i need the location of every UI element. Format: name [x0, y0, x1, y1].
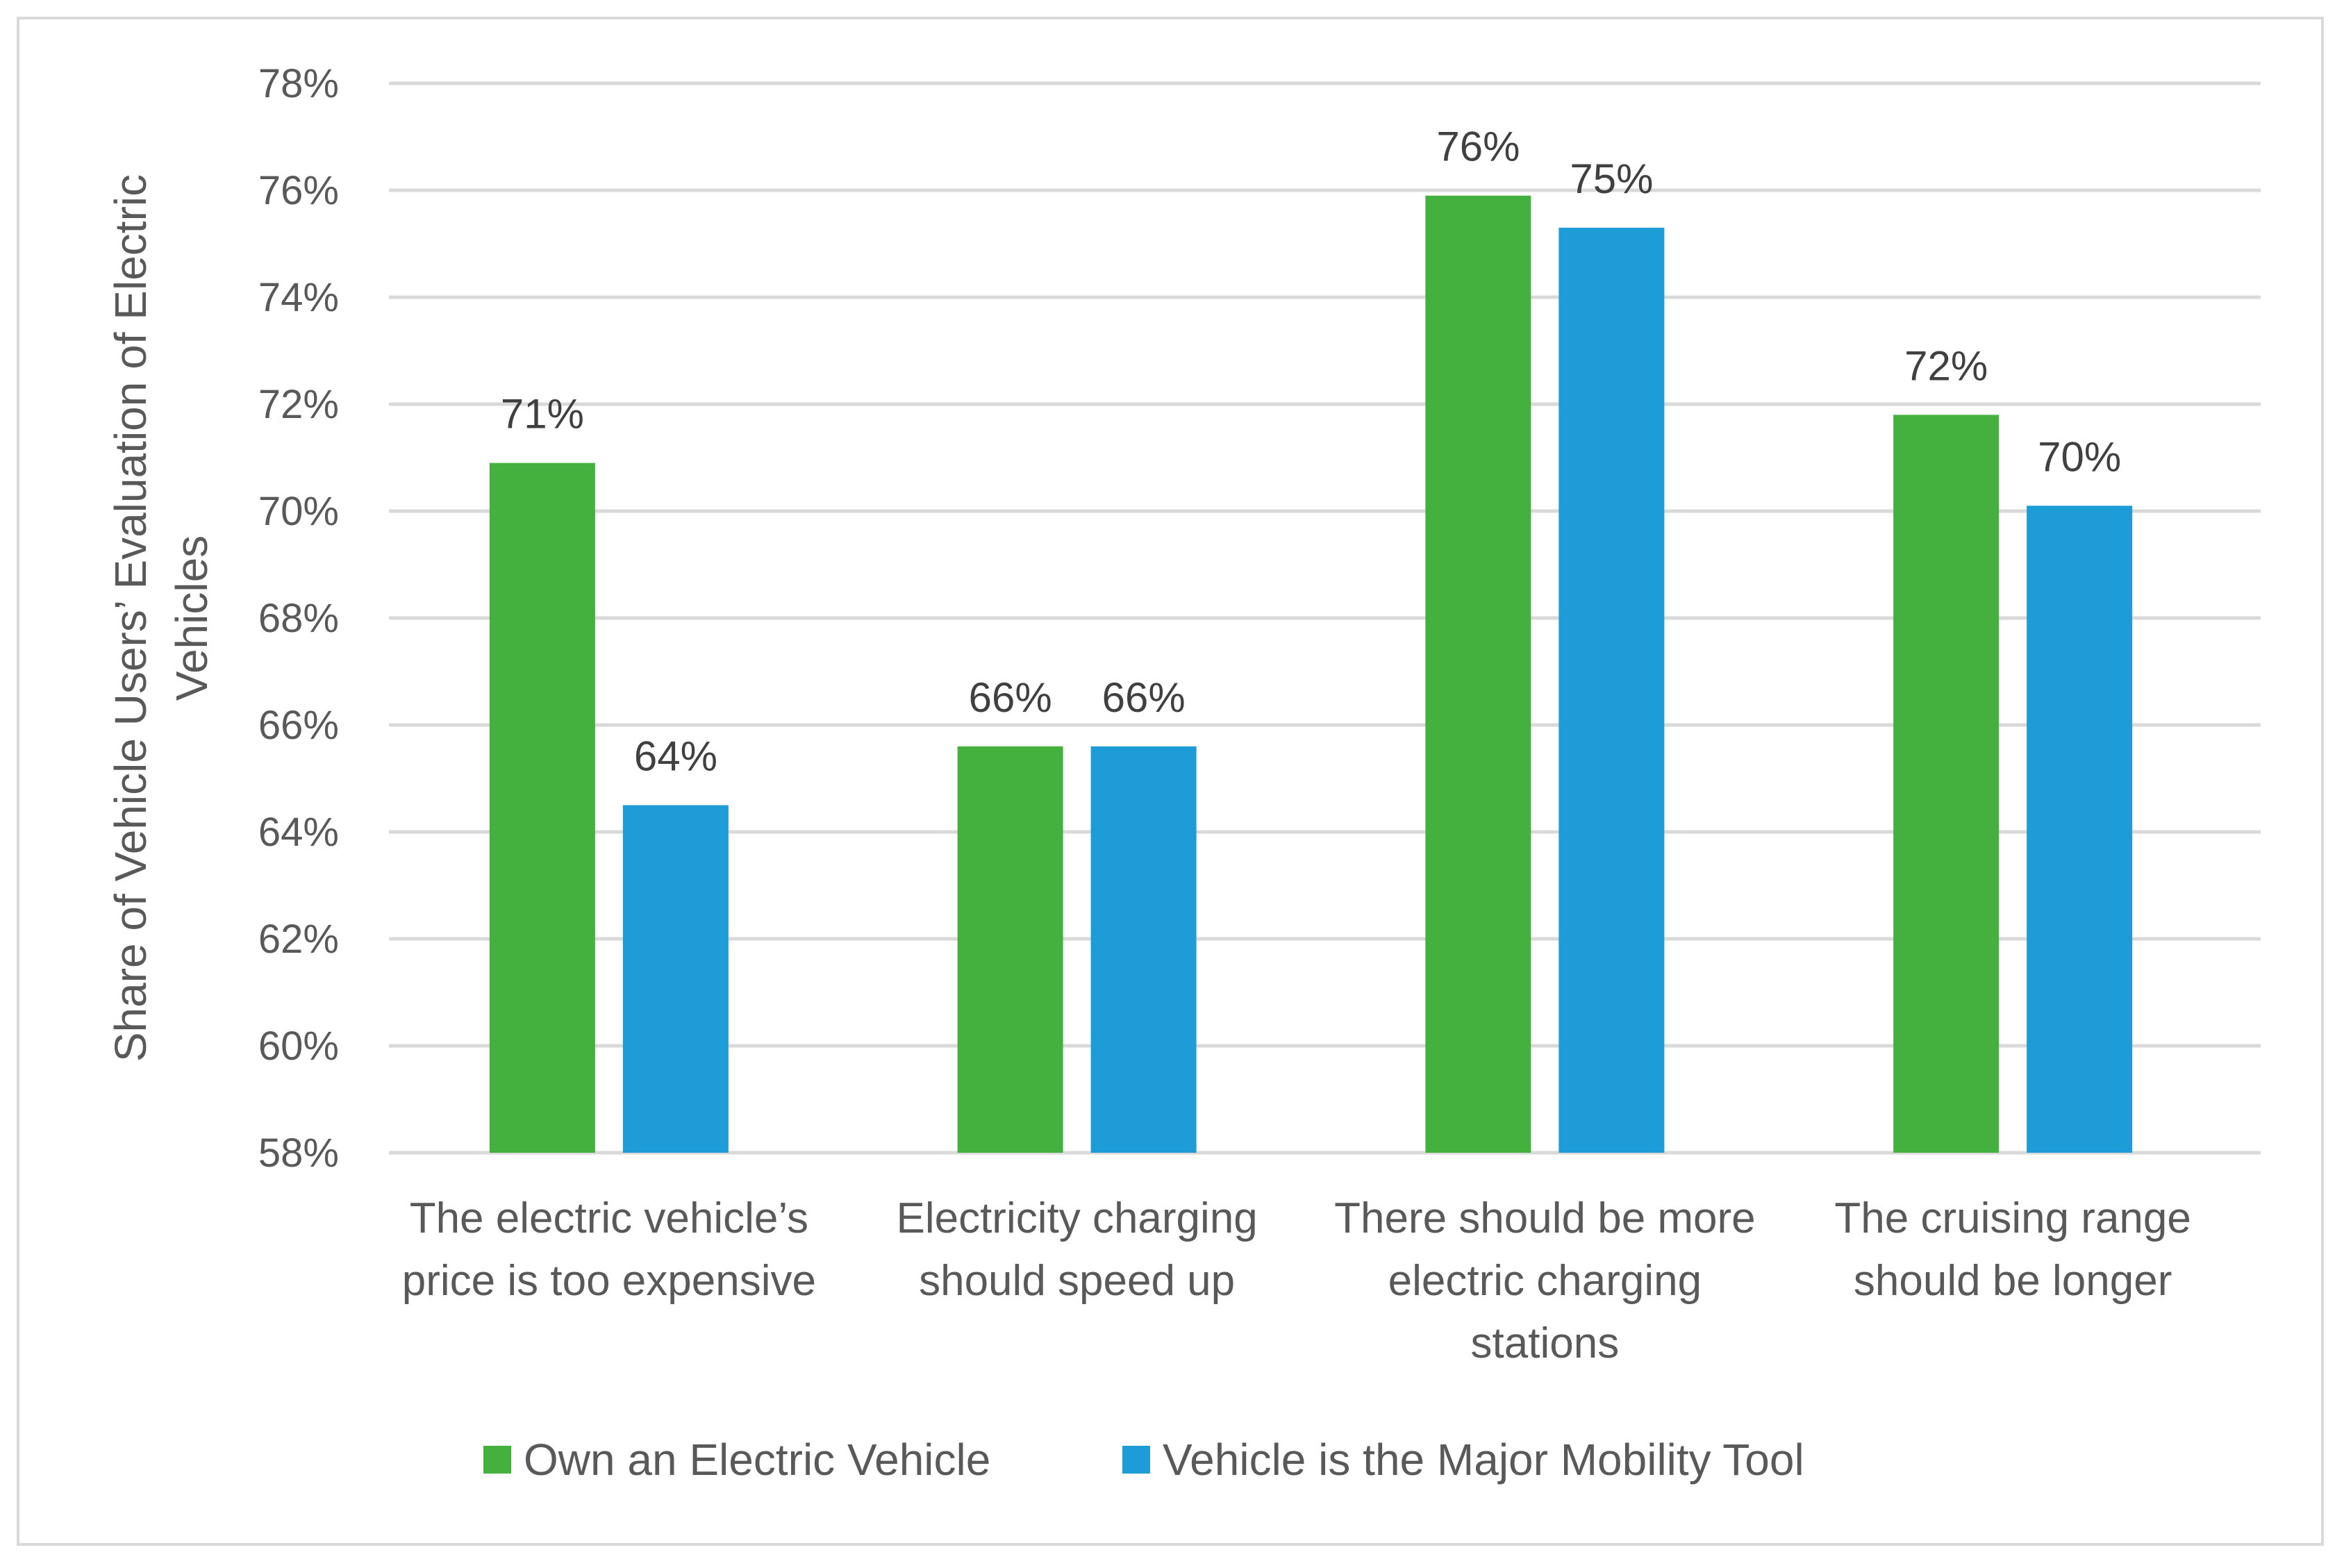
legend-swatch-major-tool: [1122, 1446, 1150, 1474]
data-label-major-tool-2: 75%: [1570, 156, 1653, 202]
data-labels: 71% 64% 66% 66% 76% 75% 72% 70%: [501, 124, 2121, 780]
y-tick-label-68: 68%: [258, 596, 339, 641]
data-label-major-tool-0: 64%: [634, 733, 717, 780]
y-tick-label-72: 72%: [258, 382, 339, 427]
bars: [489, 195, 2133, 1153]
y-tick-label-66: 66%: [258, 703, 339, 748]
bar-own-ev-2: [1425, 195, 1531, 1153]
data-label-major-tool-3: 70%: [2038, 433, 2121, 480]
legend: Own an Electric Vehicle Vehicle is the Ma…: [483, 1435, 1804, 1485]
data-label-own-ev-3: 72%: [1904, 342, 1988, 389]
y-axis-title: Share of Vehicle Users’ Evaluation of El…: [106, 174, 217, 1062]
y-tick-label-62: 62%: [258, 917, 339, 962]
legend-label-major-tool: Vehicle is the Major Mobility Tool: [1163, 1435, 1804, 1485]
data-label-own-ev-0: 71%: [501, 391, 584, 437]
bar-major-tool-2: [1558, 227, 1665, 1153]
bar-major-tool-3: [2027, 506, 2133, 1153]
bar-own-ev-0: [489, 462, 595, 1153]
bar-major-tool-0: [622, 805, 729, 1153]
legend-label-own-ev: Own an Electric Vehicle: [524, 1435, 990, 1485]
bar-own-ev-3: [1893, 415, 2000, 1153]
category-label-2: There should be more electric charging sta…: [1334, 1194, 1756, 1367]
y-tick-label-74: 74%: [258, 275, 339, 320]
y-tick-label-76: 76%: [258, 168, 339, 213]
y-axis-ticks: 58% 60% 62% 64% 66% 68% 70% 72% 74% 76% 78%: [258, 61, 339, 1176]
y-tick-label-78: 78%: [258, 61, 339, 106]
category-label-3: The cruising range should be longer: [1834, 1194, 2191, 1305]
x-axis-categories: The electric vehicle’s price is too expen…: [402, 1194, 2191, 1367]
bar-own-ev-1: [957, 746, 1063, 1153]
bar-major-tool-1: [1090, 746, 1197, 1153]
data-label-own-ev-2: 76%: [1436, 124, 1520, 170]
y-tick-label-64: 64%: [258, 810, 339, 855]
category-label-0: The electric vehicle’s price is too expen…: [402, 1194, 816, 1305]
y-tick-label-70: 70%: [258, 489, 339, 534]
y-axis-title: Share of Vehicle Users’ Evaluation of El…: [106, 174, 217, 1062]
category-label-1: Electricity charging should speed up: [896, 1194, 1257, 1305]
y-tick-label-58: 58%: [258, 1131, 339, 1176]
legend-swatch-own-ev: [483, 1446, 511, 1474]
data-label-own-ev-1: 66%: [969, 674, 1052, 721]
y-tick-label-60: 60%: [258, 1024, 339, 1069]
data-label-major-tool-1: 66%: [1102, 674, 1186, 721]
